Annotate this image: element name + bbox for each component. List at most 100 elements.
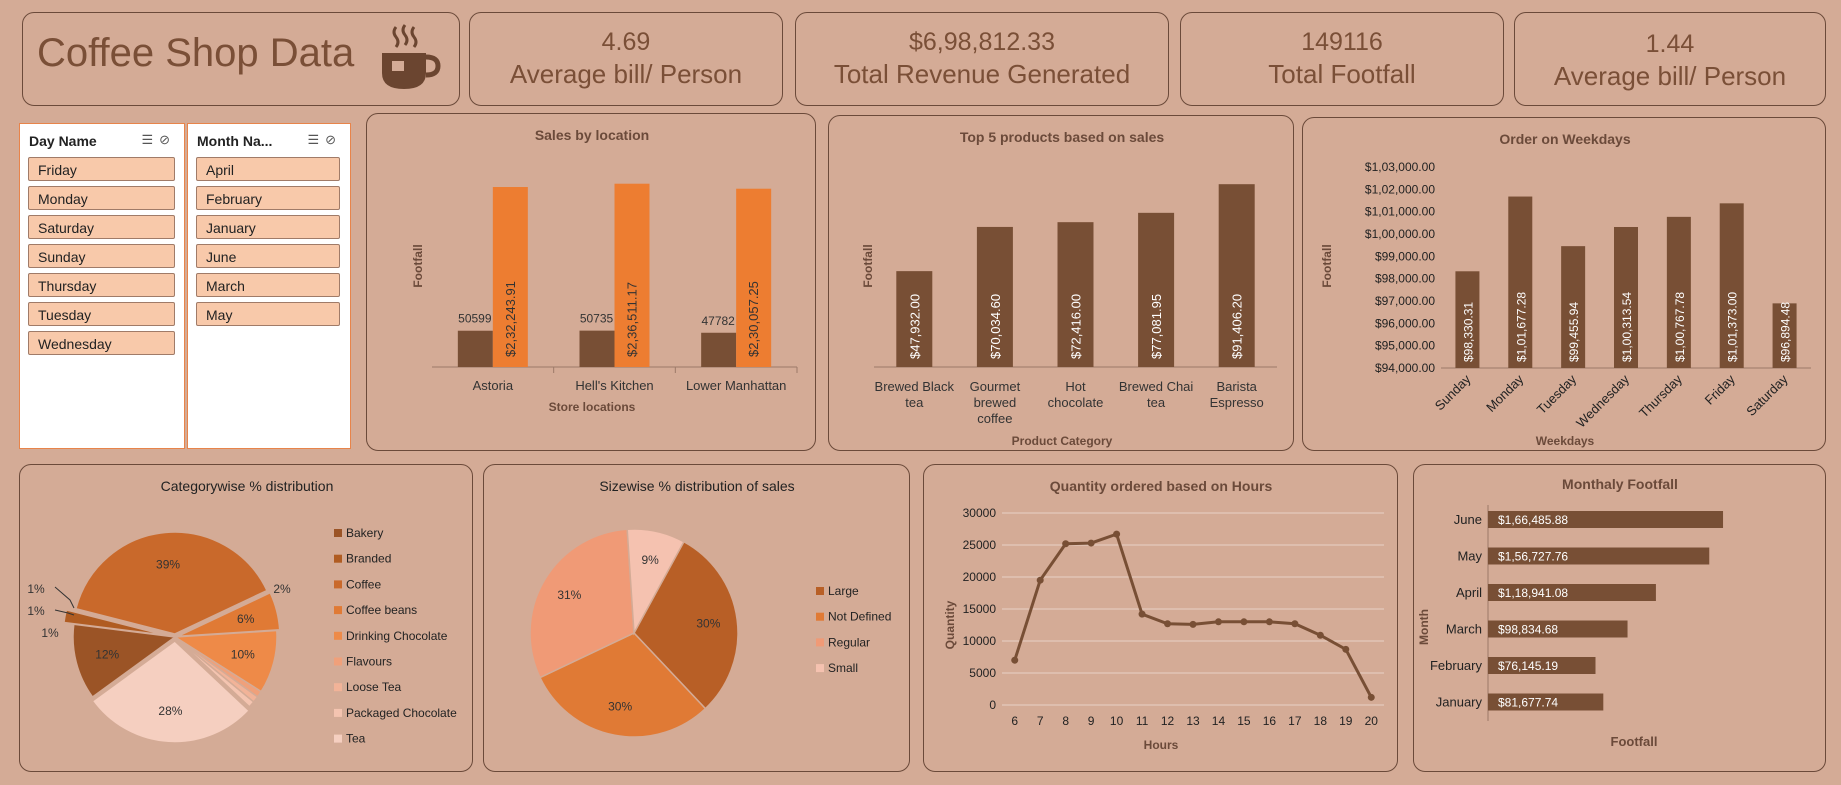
- legend-entry: Loose Tea: [346, 680, 401, 694]
- pie-data-label: 1%: [41, 626, 59, 640]
- weekday-bar: [1561, 246, 1586, 368]
- monthly-footfall-chart: Monthaly Footfall Month $1,66,485.88 June $1…: [1417, 476, 1724, 749]
- clear-filter-icon[interactable]: ⊘: [325, 132, 342, 147]
- x-tick-label: coffee: [977, 411, 1012, 426]
- legend-entry: Regular: [828, 635, 870, 649]
- weekday-bar: [1719, 203, 1744, 368]
- legend-entry: Branded: [346, 552, 391, 566]
- y-tick-label: $95,000.00: [1375, 339, 1435, 353]
- multi-select-icon[interactable]: ☰: [141, 132, 160, 147]
- y-tick-label: 10000: [963, 634, 997, 648]
- x-tick-label: 7: [1037, 714, 1044, 728]
- sales-by-location-card: Sales by location Footfall 50599 $2,32,243.…: [366, 113, 816, 451]
- x-tick-label: Hot: [1065, 379, 1086, 394]
- slicer-item-march[interactable]: March: [196, 273, 340, 297]
- line-point: [1113, 530, 1121, 538]
- chart-title: Monthaly Footfall: [1562, 476, 1678, 492]
- pie-slice: [626, 528, 685, 636]
- hourly-qty-chart: Quantity ordered based on Hours Quantity 0…: [943, 478, 1384, 752]
- y-axis-label: Quantity: [943, 600, 957, 649]
- slicer-item-friday[interactable]: Friday: [28, 157, 175, 181]
- y-tick-label: $1,00,000.00: [1365, 227, 1435, 241]
- x-axis-label: Weekdays: [1536, 434, 1595, 448]
- line-point: [1138, 610, 1146, 618]
- pie-slice: [91, 640, 251, 744]
- pie-slice: [174, 636, 255, 708]
- x-axis-label: Store locations: [549, 400, 636, 414]
- category-pie-chart: Categorywise % distribution 12% 2% 39% 6% 10%…: [27, 478, 457, 746]
- slicer-item-january[interactable]: January: [196, 215, 340, 239]
- chart-title: Sales by location: [535, 127, 649, 143]
- slicer-item-thursday[interactable]: Thursday: [28, 273, 175, 297]
- bar-data-label: $91,406.20: [1230, 294, 1245, 359]
- bar-data-label: $1,18,941.08: [1498, 586, 1568, 600]
- x-tick-label: tea: [905, 395, 924, 410]
- legend-entry: Bakery: [346, 526, 383, 540]
- bar-data-label: $1,00,767.78: [1673, 292, 1687, 362]
- legend-swatch: [334, 554, 342, 563]
- x-tick-label: Friday: [1702, 371, 1738, 407]
- multi-select-icon[interactable]: ☰: [307, 132, 326, 147]
- chart-title: Categorywise % distribution: [161, 478, 334, 494]
- pie-slice: [539, 632, 707, 738]
- x-tick-label: chocolate: [1048, 395, 1104, 410]
- y-tick-label: $96,000.00: [1375, 316, 1435, 330]
- legend-swatch: [334, 708, 342, 717]
- legend-swatch: [816, 612, 824, 621]
- dashboard-title: Coffee Shop Data: [37, 31, 355, 75]
- slicer-item-sunday[interactable]: Sunday: [28, 244, 175, 268]
- kpi-card-avg-bill: 4.69 Average bill/ Person: [469, 12, 783, 106]
- pie-data-label: 30%: [608, 700, 632, 714]
- category-pie-card: Categorywise % distribution 12% 2% 39% 6% 10%…: [19, 464, 473, 772]
- bar-data-label: 50599: [458, 312, 492, 326]
- pie-slice: [74, 531, 268, 635]
- legend-entry: Packaged Chocolate: [346, 706, 457, 720]
- x-tick-label: Monday: [1483, 371, 1527, 415]
- x-tick-label: 18: [1314, 714, 1328, 728]
- clear-filter-icon[interactable]: ⊘: [159, 132, 176, 147]
- pie-data-label: 1%: [27, 604, 45, 618]
- y-tick-label: February: [1430, 658, 1483, 673]
- line-point: [1087, 539, 1095, 547]
- pie-slice: [72, 623, 177, 699]
- slicer-item-monday[interactable]: Monday: [28, 186, 175, 210]
- x-tick-label: Gourmet: [970, 379, 1021, 394]
- coffee-cup-icon: [382, 24, 441, 89]
- product-bar: [976, 226, 1013, 367]
- product-bar: [1057, 222, 1094, 367]
- kpi-label: Total Footfall: [1268, 59, 1416, 89]
- slicer-item-june[interactable]: June: [196, 244, 340, 268]
- slicer-item-february[interactable]: February: [196, 186, 340, 210]
- chart-title: Order on Weekdays: [1499, 131, 1630, 147]
- bar-data-label: 47782: [701, 314, 735, 328]
- slicer-item-saturday[interactable]: Saturday: [28, 215, 175, 239]
- month-bar: [1488, 584, 1656, 601]
- slicer-item-tuesday[interactable]: Tuesday: [28, 302, 175, 326]
- product-bar: [1218, 184, 1255, 367]
- pie-slice: [529, 528, 635, 679]
- line-point: [1342, 645, 1350, 653]
- bar-data-label: $2,30,057.25: [746, 281, 761, 357]
- line-point: [1036, 576, 1044, 584]
- x-tick-label: 20: [1365, 714, 1379, 728]
- month-bar: [1488, 693, 1604, 711]
- y-tick-label: May: [1457, 549, 1482, 564]
- y-tick-label: April: [1456, 585, 1482, 600]
- pie-data-label: 28%: [158, 704, 182, 718]
- slicer-item-wednesday[interactable]: Wednesday: [28, 331, 175, 355]
- pie-data-label: 6%: [237, 612, 255, 626]
- legend-swatch: [334, 734, 342, 743]
- kpi-value: 1.44: [1645, 30, 1695, 58]
- pie-data-label: 1%: [27, 582, 45, 596]
- line-point: [1062, 540, 1070, 548]
- bar-data-label: $98,834.68: [1498, 623, 1558, 637]
- legend-swatch: [334, 529, 342, 537]
- slicer-item-may[interactable]: May: [196, 302, 340, 326]
- bar-data-label: $98,330.31: [1461, 302, 1475, 362]
- month-bar: [1488, 511, 1724, 528]
- weekday-bar: [1508, 196, 1533, 368]
- slicer-item-april[interactable]: April: [196, 157, 340, 181]
- footfall-bar: [579, 330, 615, 367]
- legend-entry: Drinking Chocolate: [346, 629, 448, 643]
- weekday-orders-chart: Order on Weekdays Footfall $94,000.00 $95,0…: [1320, 131, 1811, 448]
